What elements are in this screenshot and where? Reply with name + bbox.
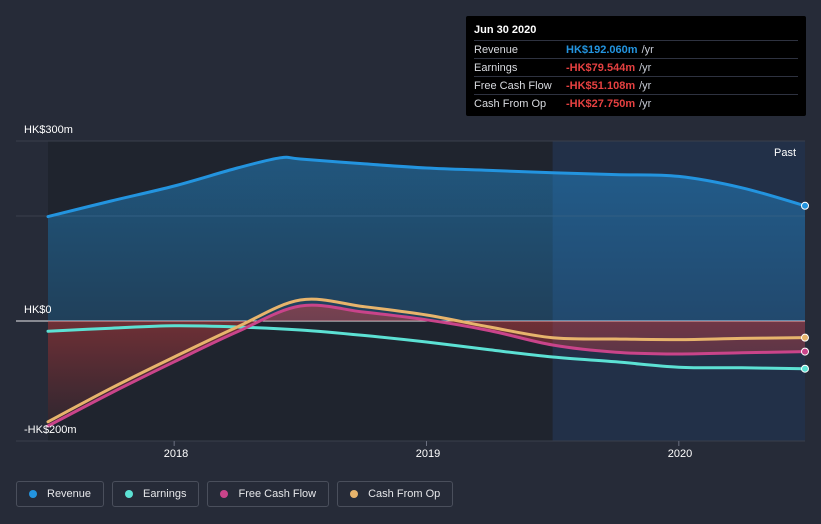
legend-dot-icon xyxy=(29,490,37,498)
tooltip-label: Earnings xyxy=(474,61,518,74)
series-area-revenue xyxy=(48,157,805,321)
x-tick-label-2018: 2018 xyxy=(163,448,189,460)
tooltip-label: Free Cash Flow xyxy=(474,79,552,92)
tooltip-label: Cash From Op xyxy=(474,97,547,110)
series-end-point-cash-from-op xyxy=(801,333,809,342)
series-area-free-cash-flow xyxy=(48,305,805,426)
tooltip-row-earnings: Earnings -HK$79.544m /yr xyxy=(474,58,798,76)
tooltip-row-free-cash-flow: Free Cash Flow -HK$51.108m /yr xyxy=(474,76,798,94)
series-end-point-earnings xyxy=(801,364,809,373)
legend-label: Earnings xyxy=(143,488,187,500)
tooltip-value: HK$192.060m xyxy=(566,43,638,56)
x-tick-label-2019: 2019 xyxy=(415,448,441,460)
y-tick-label-bottom: -HK$200m xyxy=(24,424,77,436)
tooltip-unit: /yr xyxy=(639,61,652,74)
series-end-point-revenue xyxy=(801,201,809,210)
tooltip-unit: /yr xyxy=(639,79,652,92)
legend-dot-icon xyxy=(350,490,359,498)
data-tooltip: Jun 30 2020 Revenue HK$192.060m /yr Earn… xyxy=(466,16,806,116)
legend-dot-icon xyxy=(220,490,229,498)
tooltip-date: Jun 30 2020 xyxy=(474,24,537,36)
tooltip-unit: /yr xyxy=(641,43,654,56)
y-tick-label-zero: HK$0 xyxy=(24,304,52,316)
legend-label: Revenue xyxy=(47,488,92,500)
legend-label: Cash From Op xyxy=(368,488,441,500)
legend-item-cash-from-op[interactable]: Cash From Op xyxy=(337,481,454,507)
series-line-earnings xyxy=(46,324,807,371)
tooltip-row-cash-from-op: Cash From Op -HK$27.750m /yr xyxy=(474,94,798,112)
series-end-point-free-cash-flow xyxy=(801,347,809,356)
series-line-cash-from-op xyxy=(46,297,807,424)
series-line-revenue xyxy=(46,155,807,219)
tooltip-row-revenue: Revenue HK$192.060m /yr xyxy=(474,40,798,58)
tooltip-value: -HK$27.750m xyxy=(566,97,636,110)
tooltip-value: -HK$51.108m xyxy=(566,79,636,92)
legend-dot-icon xyxy=(125,490,134,498)
past-period-label: Past xyxy=(774,147,797,159)
tooltip-label: Revenue xyxy=(474,43,519,56)
y-tick-label-top: HK$300m xyxy=(24,124,73,136)
series-line-free-cash-flow xyxy=(46,303,807,428)
legend-item-revenue[interactable]: Revenue xyxy=(16,481,105,507)
legend-label: Free Cash Flow xyxy=(238,488,317,500)
x-tick-label-2020: 2020 xyxy=(667,448,693,460)
legend-item-earnings[interactable]: Earnings xyxy=(112,481,200,507)
tooltip-unit: /yr xyxy=(639,97,652,110)
legend: Revenue Earnings Free Cash Flow Cash Fro… xyxy=(16,481,454,507)
tooltip-value: -HK$79.544m xyxy=(566,61,636,74)
legend-item-free-cash-flow[interactable]: Free Cash Flow xyxy=(207,481,330,507)
